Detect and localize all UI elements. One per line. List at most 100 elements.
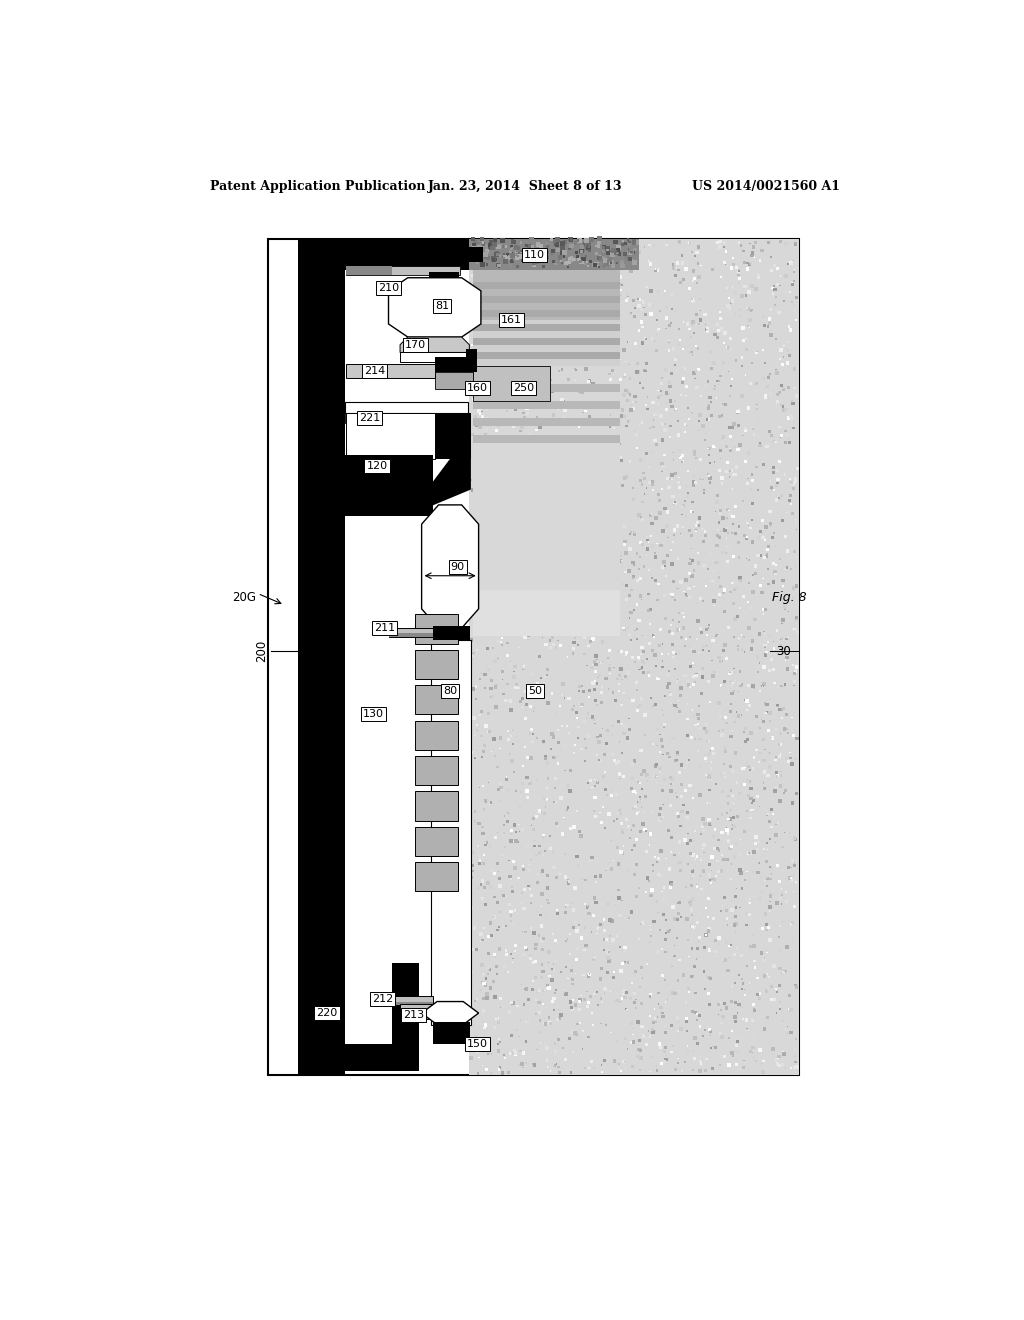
Bar — [666, 576, 667, 577]
Bar — [749, 327, 751, 329]
Bar — [513, 822, 516, 826]
Bar — [554, 304, 557, 306]
Bar — [778, 880, 780, 883]
Bar — [508, 521, 510, 523]
Bar — [492, 647, 495, 649]
Bar — [644, 795, 647, 797]
Bar — [483, 1027, 485, 1030]
Bar — [794, 242, 798, 246]
Bar — [504, 846, 506, 849]
Bar — [557, 825, 559, 828]
Bar — [723, 1002, 726, 1005]
Bar — [705, 774, 708, 776]
Bar — [784, 659, 786, 661]
Bar — [480, 457, 483, 459]
Bar — [526, 412, 529, 414]
Bar — [526, 610, 529, 614]
Bar — [658, 767, 662, 771]
Bar — [501, 453, 503, 455]
Bar — [471, 688, 474, 690]
Bar — [578, 690, 581, 692]
Bar — [690, 1010, 693, 1014]
Bar — [780, 888, 782, 890]
Bar — [573, 566, 575, 569]
Bar — [486, 256, 490, 260]
Bar — [731, 469, 733, 471]
Bar — [528, 693, 529, 694]
Bar — [784, 684, 786, 685]
Bar — [532, 956, 535, 957]
Bar — [726, 288, 728, 289]
Bar — [522, 697, 524, 700]
Bar — [649, 894, 652, 898]
Bar — [486, 626, 488, 627]
Bar — [671, 965, 674, 968]
Bar — [655, 861, 657, 863]
Bar — [759, 585, 762, 587]
Bar — [736, 816, 739, 818]
Bar — [741, 326, 744, 330]
Bar — [486, 533, 488, 535]
Bar — [507, 528, 509, 531]
Bar — [616, 896, 621, 900]
Bar — [676, 628, 679, 632]
Bar — [601, 1071, 603, 1073]
Bar — [558, 607, 561, 610]
Bar — [498, 1038, 500, 1040]
Bar — [584, 482, 587, 484]
Bar — [730, 878, 731, 880]
Bar — [587, 585, 591, 589]
Bar — [734, 586, 738, 589]
Bar — [482, 751, 485, 754]
Bar — [729, 513, 732, 516]
Bar — [526, 998, 529, 1001]
Bar — [709, 482, 711, 483]
Bar — [627, 391, 630, 393]
Bar — [785, 566, 787, 569]
Bar — [613, 350, 616, 352]
Bar — [480, 355, 484, 359]
Bar — [769, 1051, 770, 1052]
Bar — [567, 473, 570, 475]
Bar — [539, 459, 541, 463]
Bar — [556, 908, 558, 911]
Bar — [680, 393, 682, 396]
Bar — [577, 1023, 579, 1024]
Bar — [516, 1005, 519, 1007]
Bar — [484, 1039, 485, 1040]
Bar — [778, 358, 781, 360]
Bar — [572, 405, 574, 408]
Bar — [516, 841, 519, 843]
Bar — [754, 572, 757, 576]
Bar — [622, 775, 626, 777]
Bar — [618, 364, 621, 367]
Bar — [486, 1053, 488, 1055]
Bar — [732, 771, 733, 772]
Bar — [781, 846, 783, 847]
Bar — [566, 904, 569, 907]
Bar — [793, 875, 794, 876]
Bar — [782, 300, 785, 302]
Bar — [687, 863, 689, 866]
Bar — [735, 842, 737, 845]
Bar — [765, 859, 768, 863]
Bar — [744, 767, 745, 768]
Bar — [614, 948, 615, 949]
Bar — [709, 1003, 711, 1006]
Bar — [781, 1063, 784, 1067]
Bar — [492, 356, 494, 358]
Bar — [700, 388, 702, 391]
Bar — [544, 543, 546, 545]
Bar — [575, 525, 579, 529]
Bar — [629, 252, 633, 255]
Bar — [753, 429, 754, 430]
Bar — [681, 413, 684, 416]
Bar — [562, 249, 567, 255]
Bar — [573, 1003, 578, 1007]
Bar — [518, 471, 521, 474]
Bar — [530, 586, 534, 590]
Bar — [646, 408, 648, 411]
Bar — [641, 788, 643, 789]
Bar — [773, 648, 775, 649]
Bar — [477, 528, 479, 531]
